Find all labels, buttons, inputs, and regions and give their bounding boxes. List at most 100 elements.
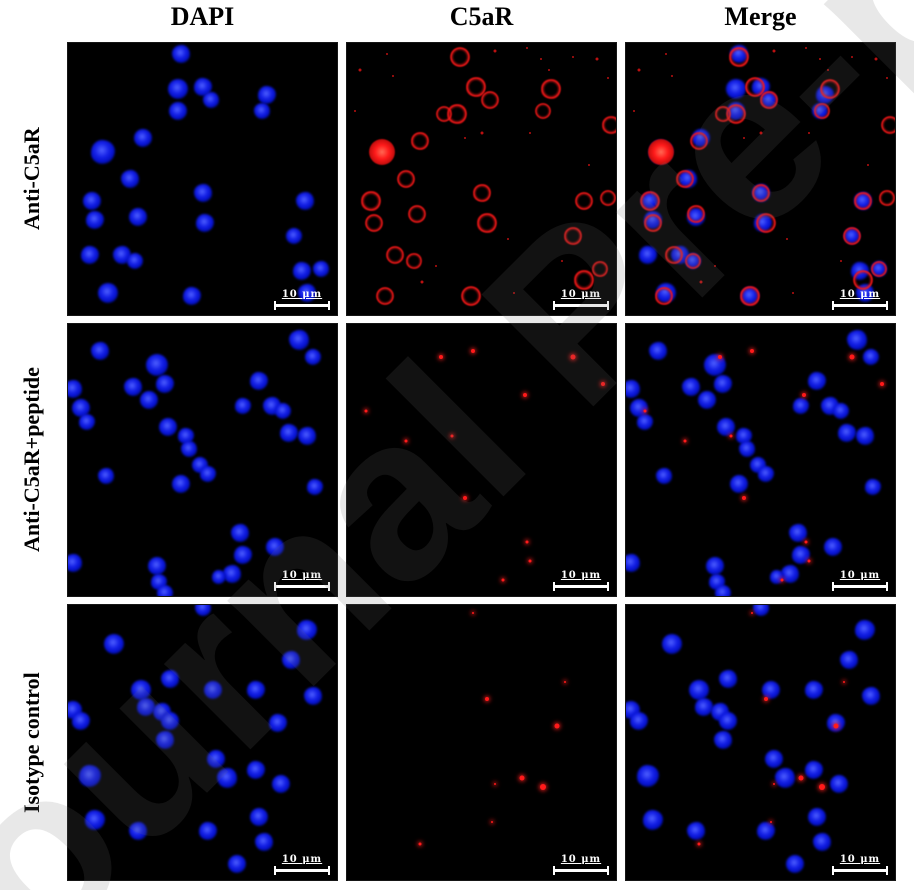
c5ar-puncta <box>729 434 733 438</box>
dapi-nucleus <box>307 479 324 496</box>
dapi-nucleus <box>206 750 225 768</box>
dapi-nucleus <box>72 399 91 418</box>
c5ar-membrane-ring <box>447 103 468 124</box>
scale-bar: 10 μm <box>553 290 609 310</box>
dapi-nucleus <box>303 686 322 705</box>
dapi-nucleus <box>161 711 180 730</box>
dapi-nucleus <box>91 342 110 361</box>
c5ar-speckle <box>354 110 357 112</box>
c5ar-puncta <box>570 354 576 360</box>
dapi-nucleus <box>247 681 266 700</box>
c5ar-puncta <box>554 723 560 729</box>
dapi-nucleus <box>193 183 212 202</box>
dapi-nucleus <box>80 246 99 265</box>
dapi-nucleus <box>234 397 251 414</box>
c5ar-speckle <box>464 137 467 140</box>
c5ar-speckle <box>818 58 821 61</box>
dapi-nucleus <box>840 651 859 669</box>
dapi-nucleus <box>134 129 153 148</box>
c5ar-speckle <box>885 77 888 80</box>
c5ar-puncta <box>364 409 368 413</box>
dapi-nucleus <box>228 854 247 873</box>
dapi-nucleus <box>78 764 101 787</box>
dapi-nucleus <box>223 565 242 584</box>
dapi-nucleus <box>289 330 310 351</box>
c5ar-membrane-ring <box>361 190 382 211</box>
dapi-nucleus <box>636 764 659 787</box>
c5ar-puncta <box>798 775 804 781</box>
dapi-nucleus <box>865 479 882 496</box>
dapi-nucleus <box>90 139 115 164</box>
scale-bar-label: 10 μm <box>839 289 881 300</box>
c5ar-speckle <box>493 49 497 53</box>
dapi-nucleus <box>78 413 95 430</box>
dapi-nucleus <box>271 774 290 793</box>
c5ar-puncta <box>522 392 527 397</box>
dapi-nucleus <box>655 468 672 485</box>
c5ar-puncta <box>600 381 605 386</box>
dapi-nucleus <box>233 546 252 565</box>
c5ar-puncta <box>418 842 422 846</box>
dapi-nucleus <box>661 633 682 654</box>
dapi-nucleus <box>128 208 147 227</box>
c5ar-speckle <box>786 237 789 240</box>
dapi-nucleus <box>68 380 83 399</box>
dapi-nucleus <box>137 697 155 716</box>
c5ar-membrane-ring <box>563 227 582 246</box>
dapi-nucleus <box>297 619 318 640</box>
dapi-nucleus <box>268 714 287 733</box>
c5ar-speckle <box>772 49 776 53</box>
scale-bar-line <box>274 582 330 591</box>
c5ar-speckle <box>637 68 641 72</box>
dapi-nucleus <box>147 557 166 576</box>
scale-bar-line <box>553 866 609 875</box>
scale-bar-line <box>274 301 330 310</box>
dapi-nucleus <box>258 85 277 104</box>
dapi-nucleus <box>697 391 716 410</box>
c5ar-puncta <box>772 782 775 785</box>
dapi-nucleus <box>688 680 709 701</box>
dapi-nucleus <box>686 821 705 840</box>
c5ar-membrane-ring <box>601 115 616 134</box>
c5ar-speckle <box>743 137 746 140</box>
c5ar-puncta <box>683 439 687 443</box>
panel-anti-c5ar-merge: 10 μm <box>625 42 896 316</box>
dapi-nucleus <box>120 170 139 188</box>
dapi-nucleus <box>169 102 188 120</box>
dapi-nucleus <box>123 377 142 396</box>
panel-isotype-control-merge: 10 μm <box>625 604 896 881</box>
dapi-nucleus <box>862 348 879 365</box>
column-header-c5ar: C5aR <box>449 2 514 31</box>
dapi-nucleus <box>805 681 824 700</box>
c5ar-membrane-ring <box>573 269 594 290</box>
scale-bar: 10 μm <box>274 571 330 591</box>
c5ar-puncta <box>819 783 826 790</box>
c5ar-membrane-ring <box>466 76 487 97</box>
panel-anti-c5ar-peptide-c5ar: 10 μm <box>346 323 617 597</box>
c5ar-membrane-ring <box>591 260 608 277</box>
dapi-nucleus <box>168 79 189 100</box>
dapi-nucleus <box>626 380 641 399</box>
dapi-nucleus <box>847 330 868 351</box>
dapi-nucleus <box>856 426 875 445</box>
dapi-nucleus <box>805 761 824 779</box>
c5ar-membrane-ring <box>755 212 776 233</box>
dapi-nucleus <box>231 524 250 543</box>
c5ar-puncta <box>404 439 408 443</box>
c5ar-membrane-ring <box>686 205 705 224</box>
dapi-nucleus <box>736 427 753 444</box>
scale-bar: 10 μm <box>832 855 888 875</box>
c5ar-puncta <box>540 783 547 790</box>
panel-anti-c5ar-peptide-dapi: 10 μm <box>67 323 338 597</box>
row-label-anti-c5ar-peptide: Anti-C5aR+peptide <box>19 367 44 553</box>
dapi-nucleus <box>630 399 649 418</box>
c5ar-speckle <box>434 265 437 268</box>
c5ar-puncta <box>643 409 647 413</box>
dapi-nucleus <box>103 633 124 654</box>
c5ar-speckle <box>826 69 829 72</box>
c5ar-membrane-ring <box>386 246 405 265</box>
dapi-nucleus <box>791 546 810 565</box>
dapi-nucleus <box>282 651 301 669</box>
c5ar-speckle <box>867 164 870 167</box>
